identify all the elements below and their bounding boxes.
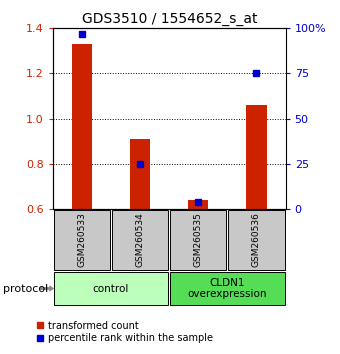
Bar bbox=[112, 210, 168, 270]
Bar bbox=[170, 272, 285, 305]
Text: GDS3510 / 1554652_s_at: GDS3510 / 1554652_s_at bbox=[82, 12, 258, 27]
Text: GSM260534: GSM260534 bbox=[136, 212, 144, 267]
Legend: transformed count, percentile rank within the sample: transformed count, percentile rank withi… bbox=[32, 317, 217, 347]
Bar bbox=[246, 105, 267, 209]
Bar bbox=[54, 272, 168, 305]
Bar bbox=[54, 210, 110, 270]
Text: protocol: protocol bbox=[3, 284, 49, 293]
Bar bbox=[170, 210, 226, 270]
Text: GSM260535: GSM260535 bbox=[194, 212, 203, 267]
Text: GSM260536: GSM260536 bbox=[252, 212, 261, 267]
Bar bbox=[228, 210, 285, 270]
Bar bbox=[72, 44, 92, 209]
Text: CLDN1
overexpression: CLDN1 overexpression bbox=[188, 278, 267, 299]
Bar bbox=[188, 200, 208, 209]
Bar bbox=[130, 139, 150, 209]
Text: control: control bbox=[93, 284, 129, 293]
Text: GSM260533: GSM260533 bbox=[77, 212, 86, 267]
